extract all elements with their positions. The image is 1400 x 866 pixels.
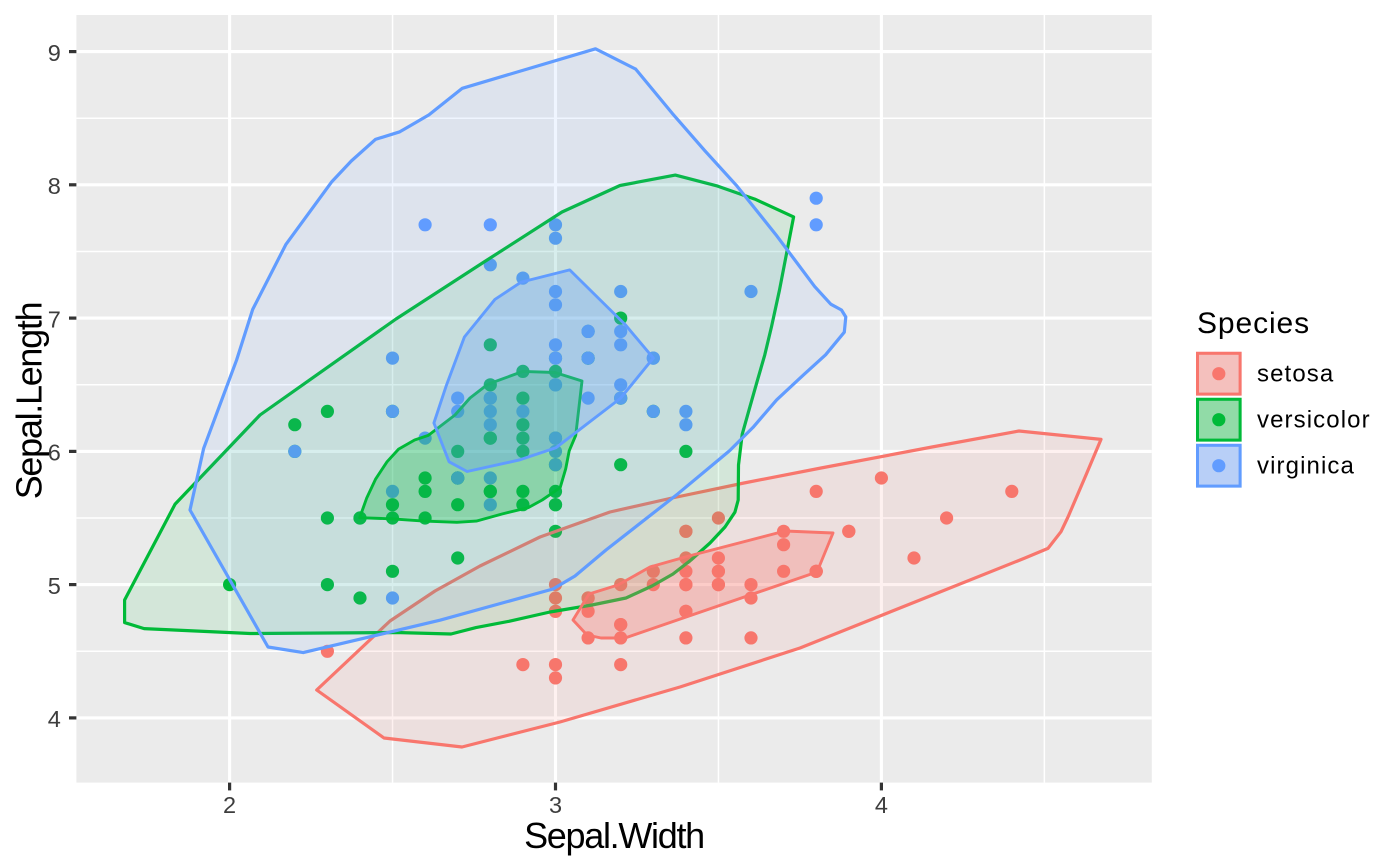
svg-text:Sepal.Width: Sepal.Width [524,815,704,856]
svg-text:9: 9 [48,40,61,66]
svg-text:6: 6 [48,440,61,466]
svg-text:setosa: setosa [1257,360,1334,387]
svg-text:8: 8 [48,173,61,199]
svg-text:versicolor: versicolor [1257,406,1371,433]
svg-text:3: 3 [549,792,562,818]
svg-text:5: 5 [48,573,61,599]
svg-text:virginica: virginica [1257,452,1355,479]
svg-text:Species: Species [1197,307,1310,340]
svg-text:Sepal.Length: Sepal.Length [9,303,50,500]
svg-text:2: 2 [223,792,236,818]
svg-text:7: 7 [48,306,61,332]
svg-text:4: 4 [48,706,61,732]
svg-text:4: 4 [875,792,888,818]
